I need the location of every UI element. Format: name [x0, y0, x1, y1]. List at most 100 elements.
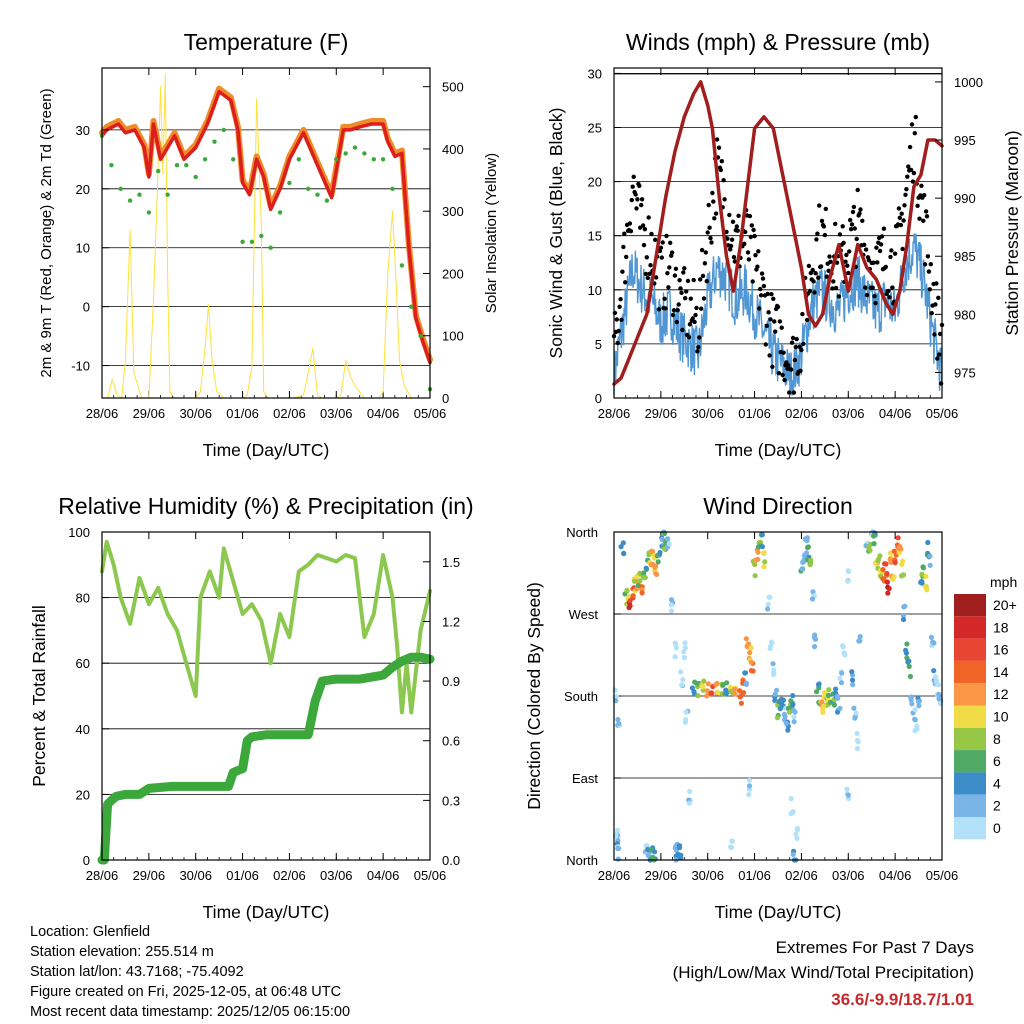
- gust-point: [780, 372, 785, 378]
- direction-point: [788, 810, 794, 817]
- gust-point: [745, 250, 751, 255]
- colorbar-swatch: [954, 727, 986, 751]
- direction-point: [668, 597, 675, 603]
- gust-point: [863, 285, 868, 290]
- direction-point: [805, 544, 812, 550]
- gust-point: [704, 279, 709, 284]
- gust-point: [854, 236, 859, 242]
- direction-point: [892, 560, 898, 566]
- extremes-values: 36.6/-9.9/18.7/1.01: [831, 990, 974, 1009]
- direction-point: [849, 677, 856, 683]
- latlon-text: Station lat/lon: 43.7168; -75.4092: [30, 964, 244, 980]
- direction-point: [928, 634, 935, 641]
- gust-point: [732, 259, 738, 264]
- direction-point: [891, 574, 897, 580]
- gust-point: [644, 255, 649, 260]
- direction-point: [615, 856, 621, 862]
- direction-point: [920, 565, 927, 571]
- gust-point: [776, 371, 782, 376]
- dewpoint-point: [371, 157, 376, 162]
- direction-point: [835, 709, 841, 715]
- gust-point: [824, 274, 829, 279]
- gust-point: [792, 357, 798, 363]
- direction-point: [851, 705, 857, 711]
- direction-point: [657, 549, 663, 556]
- gust-point: [810, 267, 815, 273]
- gust-point: [645, 275, 650, 281]
- gust-point: [797, 344, 802, 349]
- gust-point: [844, 252, 849, 258]
- gust-point: [660, 240, 665, 245]
- dewpoint-point: [287, 180, 292, 186]
- y2-tick-label: 500: [442, 80, 464, 95]
- direction-point: [759, 544, 766, 550]
- y-tick-label: 0: [595, 391, 602, 406]
- gust-point: [927, 287, 932, 292]
- gust-point: [736, 213, 741, 218]
- direction-point: [620, 540, 626, 546]
- gust-point: [679, 290, 684, 295]
- colorbar-label: 14: [993, 664, 1009, 680]
- direction-point: [814, 689, 820, 695]
- direction-point: [880, 567, 886, 573]
- direction-point: [641, 574, 647, 581]
- gust-point: [813, 271, 818, 276]
- x-tick-label: 03/06: [320, 868, 353, 883]
- gust-point: [818, 264, 824, 269]
- gust-point: [631, 174, 636, 179]
- direction-point: [896, 550, 902, 556]
- gust-point: [705, 230, 710, 235]
- direction-point: [682, 645, 688, 651]
- gust-point: [710, 190, 715, 196]
- direction-point: [732, 691, 738, 697]
- direction-point: [652, 849, 658, 855]
- direction-point: [613, 693, 620, 700]
- gust-point: [620, 269, 625, 274]
- direction-point: [695, 693, 701, 699]
- gust-point: [695, 349, 700, 354]
- y2-tick-label: 990: [954, 191, 976, 206]
- gust-point: [664, 233, 669, 239]
- gust-point: [938, 381, 944, 386]
- x-axis-label: Time (Day/UTC): [203, 902, 330, 922]
- gust-point: [639, 202, 644, 208]
- direction-point: [825, 692, 832, 699]
- direction-point: [770, 661, 776, 667]
- direction-point: [915, 699, 922, 705]
- gust-point: [875, 260, 880, 265]
- gust-point: [698, 277, 703, 282]
- direction-point: [751, 561, 758, 567]
- gust-point: [699, 247, 705, 253]
- gust-point: [855, 187, 860, 193]
- gust-point: [937, 352, 942, 357]
- gust-point: [926, 269, 932, 274]
- gust-point: [870, 285, 875, 290]
- gust-point: [799, 347, 804, 353]
- direction-point: [752, 573, 758, 579]
- direction-point: [833, 686, 839, 692]
- gust-point: [749, 223, 754, 228]
- dewpoint-point: [418, 333, 423, 339]
- gust-point: [691, 277, 696, 283]
- gust-point: [814, 237, 819, 242]
- gust-point: [906, 164, 911, 169]
- gust-point: [845, 263, 850, 268]
- gust-point: [812, 290, 817, 295]
- y-tick-label: North: [566, 525, 598, 540]
- direction-point: [919, 580, 925, 586]
- direction-point: [748, 645, 754, 651]
- panel-2: Winds (mph) & Pressure (mb) Time (Day/UTC…: [546, 29, 1022, 460]
- direction-point: [650, 854, 656, 860]
- gust-point: [833, 285, 839, 291]
- direction-point: [772, 691, 778, 697]
- gust-point: [687, 322, 693, 327]
- gust-point: [849, 222, 855, 227]
- direction-point: [737, 694, 743, 700]
- x-tick-label: 02/06: [273, 868, 306, 883]
- gust-point: [789, 340, 795, 345]
- direction-point: [746, 792, 752, 798]
- direction-point: [630, 593, 636, 599]
- gust-point: [846, 270, 851, 276]
- gust-point: [667, 265, 672, 270]
- direction-point: [816, 681, 822, 687]
